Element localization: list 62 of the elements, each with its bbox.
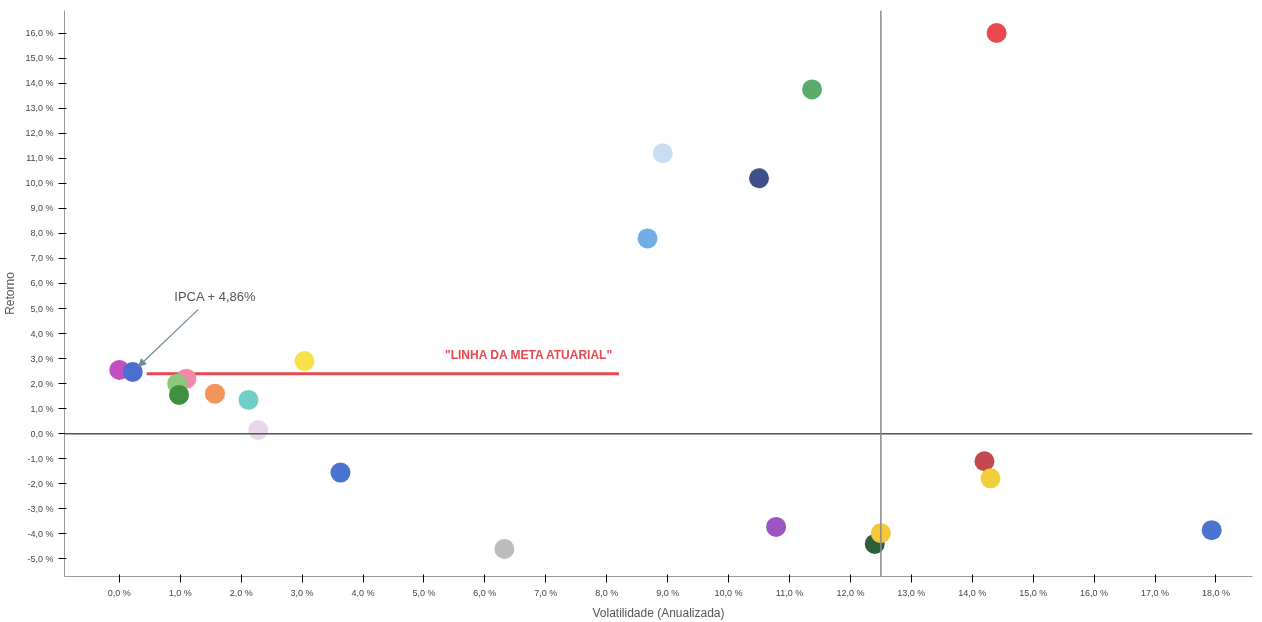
y-tick-label: 11,0 % <box>26 153 54 164</box>
x-tick-label: 12,0 % <box>836 587 865 598</box>
y-tick-label: 12,0 % <box>25 128 54 139</box>
x-tick-label: 7,0 % <box>534 587 558 598</box>
series-label: "LINHA DA META ATUARIAL" <box>444 347 613 362</box>
x-tick-label: 10,0 % <box>714 587 743 598</box>
y-tick-label: 9,0 % <box>30 203 54 214</box>
y-tick-label: 7,0 % <box>30 253 54 264</box>
x-tick-label: 1,0 % <box>168 587 192 598</box>
y-tick-label: 6,0 % <box>30 278 54 289</box>
point <box>169 384 190 405</box>
x-tick-label: 2,0 % <box>229 587 253 598</box>
x-tick-label: 14,0 % <box>958 587 987 598</box>
y-tick-label: 5,0 % <box>30 303 54 314</box>
point <box>248 420 269 440</box>
y-tick-label: -5,0 % <box>27 553 54 564</box>
y-tick-label: -2,0 % <box>27 478 54 489</box>
y-axis-title: Retorno <box>3 271 18 315</box>
point <box>974 451 995 472</box>
point <box>637 228 658 249</box>
point <box>766 516 787 537</box>
x-tick-label: 15,0 % <box>1019 587 1048 598</box>
y-tick-label: 13,0 % <box>25 103 54 114</box>
x-tick-label: 17,0 % <box>1141 587 1170 598</box>
x-tick-label: 18,0 % <box>1201 587 1230 598</box>
point <box>749 168 770 189</box>
y-tick-label: -4,0 % <box>27 528 54 539</box>
point <box>494 538 515 559</box>
x-axis-title: Volatilidade (Anualizada) <box>592 605 725 620</box>
x-tick-label: 3,0 % <box>290 587 314 598</box>
point <box>238 389 259 410</box>
x-tick-label: 4,0 % <box>351 587 375 598</box>
x-tick-label: 9,0 % <box>656 587 680 598</box>
point <box>1201 520 1222 541</box>
y-tick-label: -3,0 % <box>27 503 54 514</box>
y-tick-label: 10,0 % <box>25 178 54 189</box>
point <box>204 383 225 404</box>
x-tick-label: 6,0 % <box>473 587 497 598</box>
y-tick-label: 14,0 % <box>25 78 54 89</box>
y-tick-label: 15,0 % <box>25 53 54 64</box>
annotation: IPCA + 4,86% <box>174 288 257 304</box>
point <box>986 23 1007 44</box>
y-tick-label: 4,0 % <box>30 328 54 339</box>
y-tick-label: 16,0 % <box>25 28 54 39</box>
point <box>802 79 823 100</box>
x-tick-label: 16,0 % <box>1080 587 1109 598</box>
point <box>122 361 143 382</box>
x-tick-label: 11,0 % <box>775 587 804 598</box>
x-tick-label: 8,0 % <box>595 587 619 598</box>
y-tick-label: 2,0 % <box>30 378 54 389</box>
x-tick-label: 0,0 % <box>107 587 131 598</box>
y-tick-label: -1,0 % <box>27 453 54 464</box>
y-tick-label: 0,0 % <box>30 428 54 439</box>
point <box>294 351 315 372</box>
y-tick-label: 1,0 % <box>30 403 54 414</box>
point <box>980 468 1001 489</box>
point <box>652 143 673 164</box>
x-tick-label: 5,0 % <box>412 587 436 598</box>
point <box>330 462 351 483</box>
y-tick-label: 3,0 % <box>30 353 54 364</box>
y-tick-label: 8,0 % <box>30 228 54 239</box>
x-tick-label: 13,0 % <box>897 587 926 598</box>
